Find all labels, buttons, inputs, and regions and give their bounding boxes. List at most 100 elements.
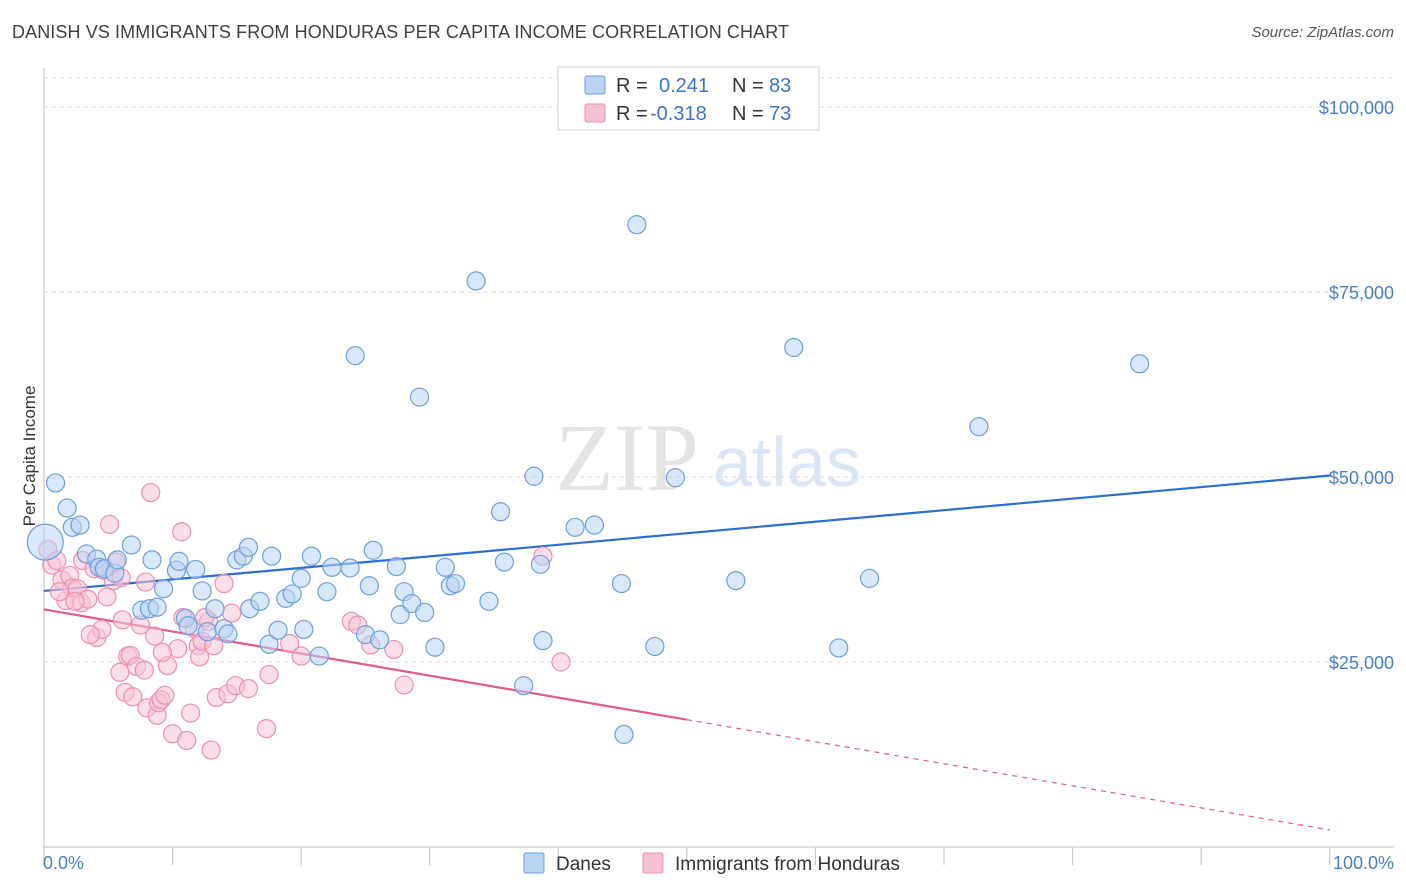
point-honduras [110,662,130,682]
chart-title: DANISH VS IMMIGRANTS FROM HONDURAS PER C… [12,22,790,42]
point-honduras [97,587,117,607]
y-tick-label: $25,000 [1329,653,1394,673]
point-danes [969,417,989,437]
point-danes [250,591,270,611]
point-danes [614,724,634,745]
axes: $25,000 $50,000 $75,000 $100,000 [43,68,1394,865]
point-honduras [135,572,156,592]
watermark-zip: ZIP [555,404,699,511]
point-danes [294,619,314,640]
point-danes [363,540,383,560]
point-danes [45,473,66,493]
point-honduras [144,626,165,646]
point-danes [121,535,142,555]
point-danes [345,346,365,366]
point-danes [386,556,406,577]
point-danes [627,215,647,235]
legend-swatch-danes [584,75,606,95]
trend-lines [43,474,1331,831]
y-tick-label: $100,000 [1319,98,1394,118]
point-honduras [80,625,100,645]
point-danes [784,337,804,358]
y-tick-label: $75,000 [1329,283,1394,303]
point-honduras [123,687,143,707]
source-label: Source: ZipAtlas.com [1251,24,1394,41]
point-danes [524,466,544,486]
point-danes [262,546,282,566]
point-danes [466,271,486,291]
point-honduras [99,514,120,534]
trend-line-honduras-extension [686,719,1331,831]
trend-line-danes [43,474,1331,593]
point-danes [359,576,379,596]
bottom-legend-swatch-honduras [642,852,664,874]
point-honduras [65,591,85,611]
bottom-legend-swatch-danes [523,852,545,874]
point-danes [340,558,360,578]
legend-swatch-honduras [584,103,606,123]
bottom-legend-honduras: Immigrants from Honduras [675,854,900,875]
point-honduras [49,582,70,602]
point-honduras [152,642,172,662]
point-danes [370,630,390,650]
point-danes [197,622,217,642]
y-axis-label: Per Capita Income [20,386,39,527]
y-tick-label: $50,000 [1329,468,1394,488]
point-honduras [201,740,221,760]
point-danes [425,637,445,657]
point-danes [107,550,127,570]
bottom-legend: Danes Immigrants from Honduras [523,852,900,875]
data-points [26,215,1150,760]
point-honduras [256,718,277,739]
legend-r-label-1: R = [616,75,648,97]
bottom-legend-danes: Danes [556,854,611,875]
point-danes [282,584,302,604]
point-danes [268,620,288,640]
point-honduras [291,646,311,666]
point-honduras [384,639,404,660]
legend-r-label-2: R = [616,103,648,125]
point-danes [445,573,466,594]
point-danes [494,552,514,572]
point-danes [1130,354,1150,374]
legend-n-label-2: N = [732,103,764,125]
point-danes [57,498,77,518]
point-danes [611,573,632,594]
point-danes [665,468,686,488]
point-honduras [394,675,414,695]
point-honduras [155,685,175,705]
point-honduras [181,703,201,723]
legend-n-value-1: 83 [769,75,791,97]
legend-r-value-2: -0.318 [650,103,707,125]
point-danes [322,557,342,577]
point-danes [153,579,174,599]
point-honduras [214,573,234,594]
point-honduras [141,482,161,503]
watermark-atlas: atlas [713,423,861,501]
point-honduras [238,679,259,699]
point-honduras [112,610,133,630]
point-danes [218,624,238,644]
point-danes [169,551,189,571]
point-danes [26,523,64,561]
point-danes [530,554,550,574]
point-danes [238,537,259,557]
legend-n-value-2: 73 [769,103,791,125]
point-danes [205,599,225,619]
x-tick-min: 0.0% [43,853,84,873]
x-tick-max: 100.0% [1333,853,1394,873]
point-honduras [551,652,571,672]
legend-r-value-1: 0.241 [659,75,709,97]
point-honduras [177,730,197,751]
point-danes [490,502,511,522]
point-danes [860,568,880,588]
point-danes [186,559,206,580]
point-danes [178,616,198,636]
point-danes [409,387,430,407]
legend-n-label-1: N = [732,75,764,97]
point-danes [415,602,435,623]
point-honduras [259,664,279,685]
point-danes [533,630,553,651]
point-danes [291,568,311,588]
